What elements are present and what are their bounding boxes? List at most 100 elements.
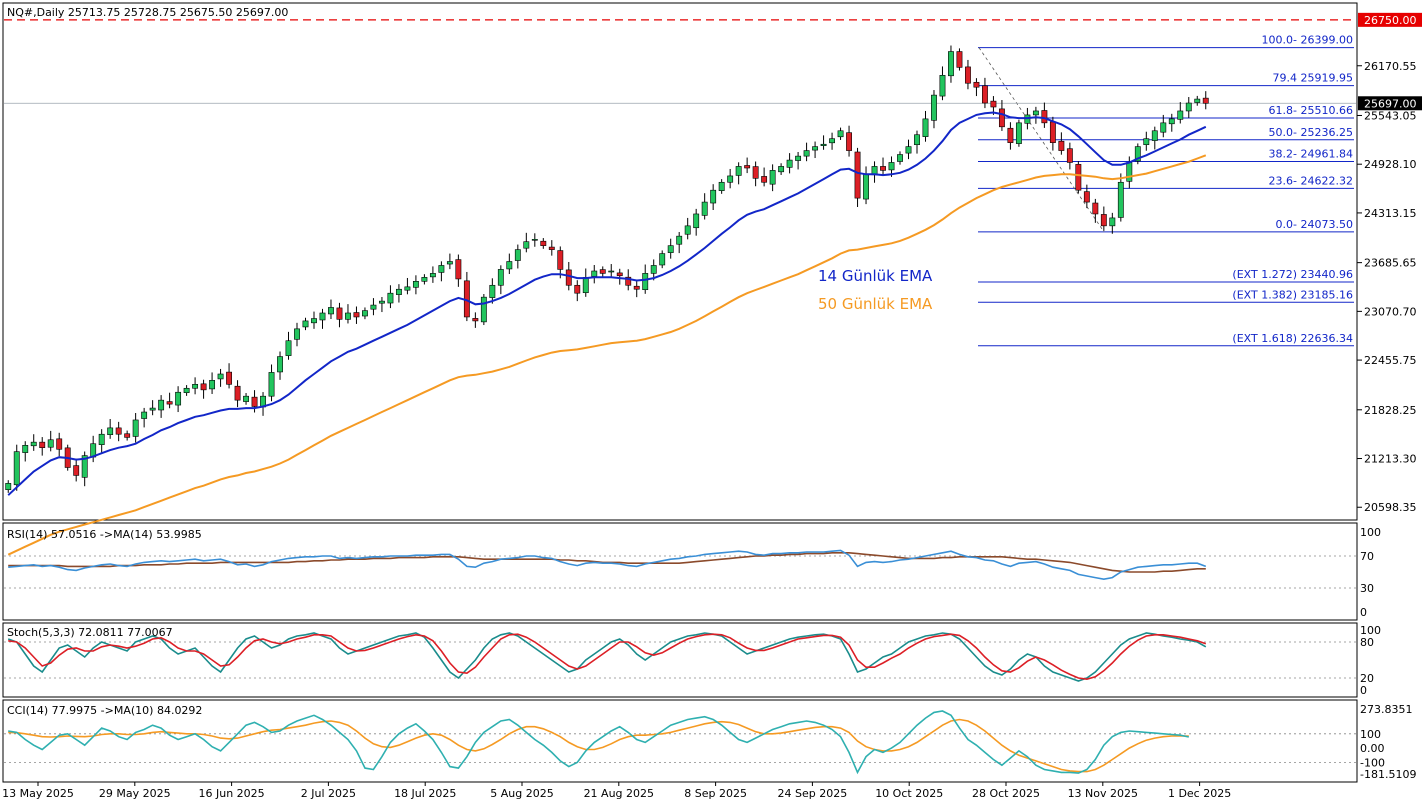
- cci-tick-label: 100: [1360, 728, 1381, 741]
- rsi-tick-label: 70: [1360, 550, 1374, 563]
- candle-bearish: [973, 81, 980, 88]
- candle-bullish: [905, 146, 912, 154]
- cci-tick-label: -100: [1360, 756, 1385, 769]
- candle-bullish: [642, 273, 649, 291]
- candle-bullish: [175, 391, 182, 406]
- candle-bearish: [226, 371, 232, 385]
- candle-bullish: [1109, 217, 1116, 227]
- price-tick-label: 21213.30: [1364, 453, 1417, 466]
- fibonacci-levels: 100.0- 26399.00 79.4 25919.95 61.8- 25510.…: [978, 34, 1354, 347]
- candle-bullish: [404, 286, 411, 291]
- candle-bullish: [829, 138, 835, 144]
- cci-line: [8, 710, 1189, 775]
- candle-bullish: [302, 320, 309, 328]
- candle-bullish: [650, 265, 657, 274]
- candle-bearish: [854, 151, 861, 199]
- date-tick-label: 29 May 2025: [99, 787, 171, 800]
- candle-bearish: [998, 108, 1005, 128]
- candle-bullish: [311, 318, 317, 324]
- stoch-info: Stoch(5,3,3) 72.0811 77.0067: [7, 626, 173, 639]
- candle-bearish: [574, 284, 581, 294]
- candle-bullish: [319, 312, 326, 321]
- candle-bearish: [616, 272, 623, 277]
- candle-bullish: [608, 270, 615, 273]
- candle-bearish: [557, 250, 564, 270]
- candle-bullish: [81, 455, 88, 478]
- candle-bullish: [659, 253, 666, 266]
- candle-bearish: [761, 176, 768, 183]
- candle-bearish: [548, 246, 555, 250]
- candle-bullish: [345, 312, 351, 320]
- candle-bullish: [209, 380, 216, 390]
- candle-bullish: [931, 94, 937, 121]
- candle-bearish: [1066, 148, 1073, 163]
- candle-bearish: [1058, 140, 1065, 151]
- cci-panel[interactable]: [2, 699, 1358, 783]
- date-axis: 13 May 2025 29 May 2025 16 Jun 2025 2 Jul 2…: [2, 782, 1231, 800]
- fib-level-label: 0.0- 24073.50: [1276, 218, 1353, 231]
- cci-ma-line: [8, 718, 1189, 773]
- candle-bearish: [1075, 164, 1082, 191]
- candle-bearish: [200, 383, 207, 391]
- candle-bullish: [149, 407, 156, 411]
- current-price-label: 25697.00: [1364, 97, 1417, 110]
- candle-bearish: [752, 166, 759, 179]
- price-panel[interactable]: [2, 2, 1358, 521]
- fib-level-label: 50.0- 25236.25: [1269, 126, 1353, 139]
- candle-bullish: [718, 181, 725, 191]
- candle-bullish: [268, 372, 275, 397]
- candle-bearish: [880, 166, 886, 171]
- current-price-box: [1358, 96, 1422, 111]
- candle-bearish: [956, 51, 963, 68]
- candle-bullish: [370, 304, 377, 310]
- stoch-tick-label: 100: [1360, 624, 1381, 637]
- candle-bullish: [514, 249, 521, 261]
- candle-bullish: [429, 273, 436, 278]
- cci-info: CCI(14) 77.9975 ->MA(10) 84.0292: [7, 704, 202, 717]
- candle-bullish: [1151, 130, 1158, 141]
- candle-bullish: [107, 427, 114, 435]
- resistance-price-label: 26750.00: [1364, 14, 1417, 27]
- candle-bullish: [1024, 114, 1031, 124]
- price-tick-label: 26170.55: [1364, 60, 1417, 73]
- symbol-info: NQ#,Daily 25713.75 25728.75 25675.50 256…: [7, 6, 288, 19]
- candle-bullish: [446, 261, 453, 265]
- candle-bullish: [820, 143, 827, 146]
- candle-bearish: [846, 132, 852, 151]
- candle-bullish: [531, 239, 538, 241]
- candle-bullish: [735, 166, 742, 176]
- candle-bearish: [353, 312, 360, 318]
- candle-bullish: [47, 439, 54, 448]
- resistance-price-box: [1358, 12, 1422, 27]
- candle-bullish: [22, 445, 29, 453]
- candle-bullish: [939, 75, 946, 97]
- candle-bearish: [234, 385, 241, 401]
- candle-bullish: [480, 296, 487, 323]
- candle-bearish: [336, 307, 343, 320]
- price-tick-label: 23685.65: [1364, 257, 1417, 270]
- candle-bullish: [812, 146, 819, 151]
- candle-bullish: [897, 154, 903, 162]
- fib-level-label: 61.8- 25510.66: [1269, 104, 1353, 117]
- candle-bullish: [328, 307, 334, 315]
- candle-bearish: [124, 433, 131, 438]
- stoch-tick-label: 0: [1360, 684, 1367, 697]
- date-tick-label: 10 Oct 2025: [875, 787, 943, 800]
- candle-bullish: [277, 356, 283, 373]
- legend-ema50: 50 Günlük EMA: [818, 295, 933, 313]
- candle-bullish: [412, 281, 419, 288]
- candle-bullish: [1194, 98, 1201, 103]
- fib-level-label: 79.4 25919.95: [1273, 72, 1353, 85]
- date-tick-label: 28 Oct 2025: [972, 787, 1040, 800]
- ema-lines: [7, 111, 1207, 556]
- candle-bullish: [1177, 110, 1184, 120]
- candle-bullish: [1117, 181, 1124, 218]
- candle-bearish: [472, 318, 479, 322]
- candle-bullish: [30, 441, 37, 447]
- fib-level-label: (EXT 1.382) 23185.16: [1232, 288, 1353, 301]
- price-tick-label: 24313.15: [1364, 207, 1417, 220]
- price-tick-label: 23070.70: [1364, 305, 1417, 318]
- candle-bullish: [379, 300, 385, 304]
- date-tick-label: 18 Jul 2025: [394, 787, 456, 800]
